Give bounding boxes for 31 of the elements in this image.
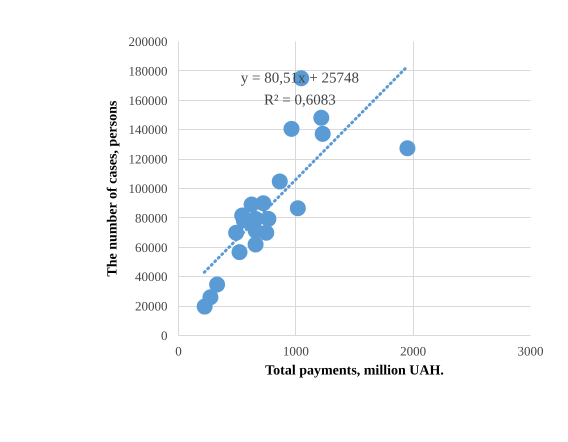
point xyxy=(248,236,264,252)
point xyxy=(232,244,248,260)
point xyxy=(209,276,226,292)
point xyxy=(399,140,416,156)
point xyxy=(255,195,272,212)
y-tick-label: 200000 xyxy=(128,34,168,49)
point xyxy=(290,200,306,216)
y-axis-title: The number of cases, persons xyxy=(106,100,120,277)
y-tick-label: 60000 xyxy=(135,240,168,255)
point xyxy=(313,110,330,126)
point xyxy=(314,126,331,142)
point xyxy=(272,173,288,190)
annotation: R² = 0,6083 xyxy=(264,92,336,108)
point xyxy=(283,120,300,137)
y-tick-label: 20000 xyxy=(135,298,168,314)
y-tick-label: 180000 xyxy=(128,63,168,78)
y-tick-label: 120000 xyxy=(128,152,168,167)
y-tick-label: 160000 xyxy=(128,92,168,108)
y-tick-label: 0 xyxy=(161,328,168,343)
y-tick-label: 100000 xyxy=(128,181,168,196)
y-tick-label: 140000 xyxy=(128,122,168,138)
point xyxy=(248,222,264,239)
x-axis-title: Total payments, million UAH. xyxy=(265,364,444,378)
point xyxy=(202,289,218,306)
x-tick-label: 2000 xyxy=(400,344,426,358)
y-tick-label: 40000 xyxy=(135,269,168,284)
x-tick-label: 1000 xyxy=(282,344,309,358)
point xyxy=(260,210,276,227)
x-tick-label: 0 xyxy=(175,344,182,358)
y-tick-label: 80000 xyxy=(135,210,168,226)
x-tick-label: 3000 xyxy=(518,344,544,358)
